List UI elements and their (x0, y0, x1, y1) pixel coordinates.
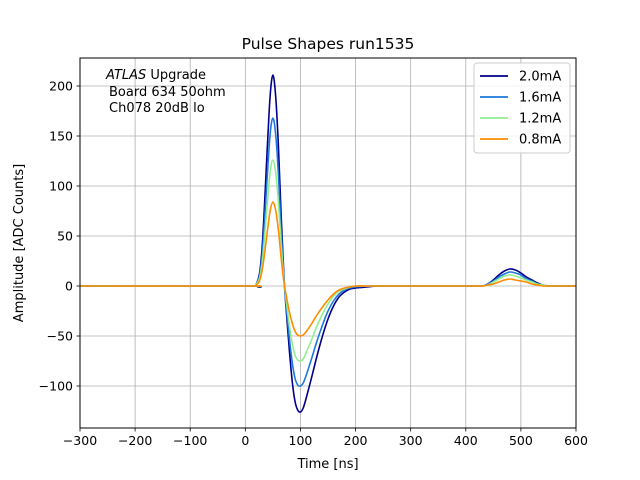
legend-label-1-6mA: 1.6mA (519, 91, 561, 106)
tick-layer: −300 −200 −100 0 100 200 300 400 500 600 −100 −50 0 5… (39, 79, 588, 449)
legend: 2.0mA 1.6mA 1.2mA 0.8mA (473, 62, 571, 154)
legend-label-2-0mA: 2.0mA (519, 70, 561, 85)
series-line-2-0mA (79, 74, 576, 413)
y-tick-label: 150 (49, 129, 73, 144)
legend-frame (473, 62, 571, 154)
x-tick-label: 300 (399, 433, 423, 448)
x-tick-label: 600 (564, 433, 588, 448)
atlas-label: ATLAS (105, 68, 146, 83)
legend-label-1-2mA: 1.2mA (519, 112, 561, 127)
y-axis-title: Amplitude [ADC Counts] (12, 164, 27, 322)
series-line-1-2mA (79, 159, 576, 362)
y-tick-label: −50 (47, 329, 73, 344)
x-tick-label: −300 (63, 433, 97, 448)
y-tick-label: 200 (49, 79, 73, 94)
y-tick-label: 0 (65, 279, 73, 294)
legend-label-0-8mA: 0.8mA (519, 133, 561, 148)
annotation-line-2: Board 634 50ohm (109, 85, 226, 100)
annotation-block: ATLAS Upgrade Board 634 50ohm Ch078 20dB… (105, 68, 226, 116)
x-axis-title: Time [ns] (296, 457, 358, 472)
x-tick-label: 200 (344, 433, 368, 448)
x-tick-label: 400 (454, 433, 478, 448)
x-tick-label: −100 (173, 433, 207, 448)
x-tick-label: 0 (241, 433, 249, 448)
plot-frame (79, 57, 577, 429)
x-tick-label: 100 (289, 433, 313, 448)
upgrade-label: Upgrade (146, 68, 206, 83)
series-line-0-8mA (79, 201, 576, 337)
chart-title: Pulse Shapes run1535 (242, 35, 415, 53)
x-tick-label: 500 (509, 433, 533, 448)
y-tick-label: −100 (39, 379, 73, 394)
series-line-1-6mA (79, 117, 576, 387)
y-tick-label: 50 (57, 229, 73, 244)
series-layer (79, 74, 576, 413)
x-tick-label: −200 (118, 433, 152, 448)
annotation-line-3: Ch078 20dB lo (109, 101, 205, 116)
annotation-line-1: ATLAS Upgrade (105, 68, 206, 83)
y-tick-label: 100 (49, 179, 73, 194)
